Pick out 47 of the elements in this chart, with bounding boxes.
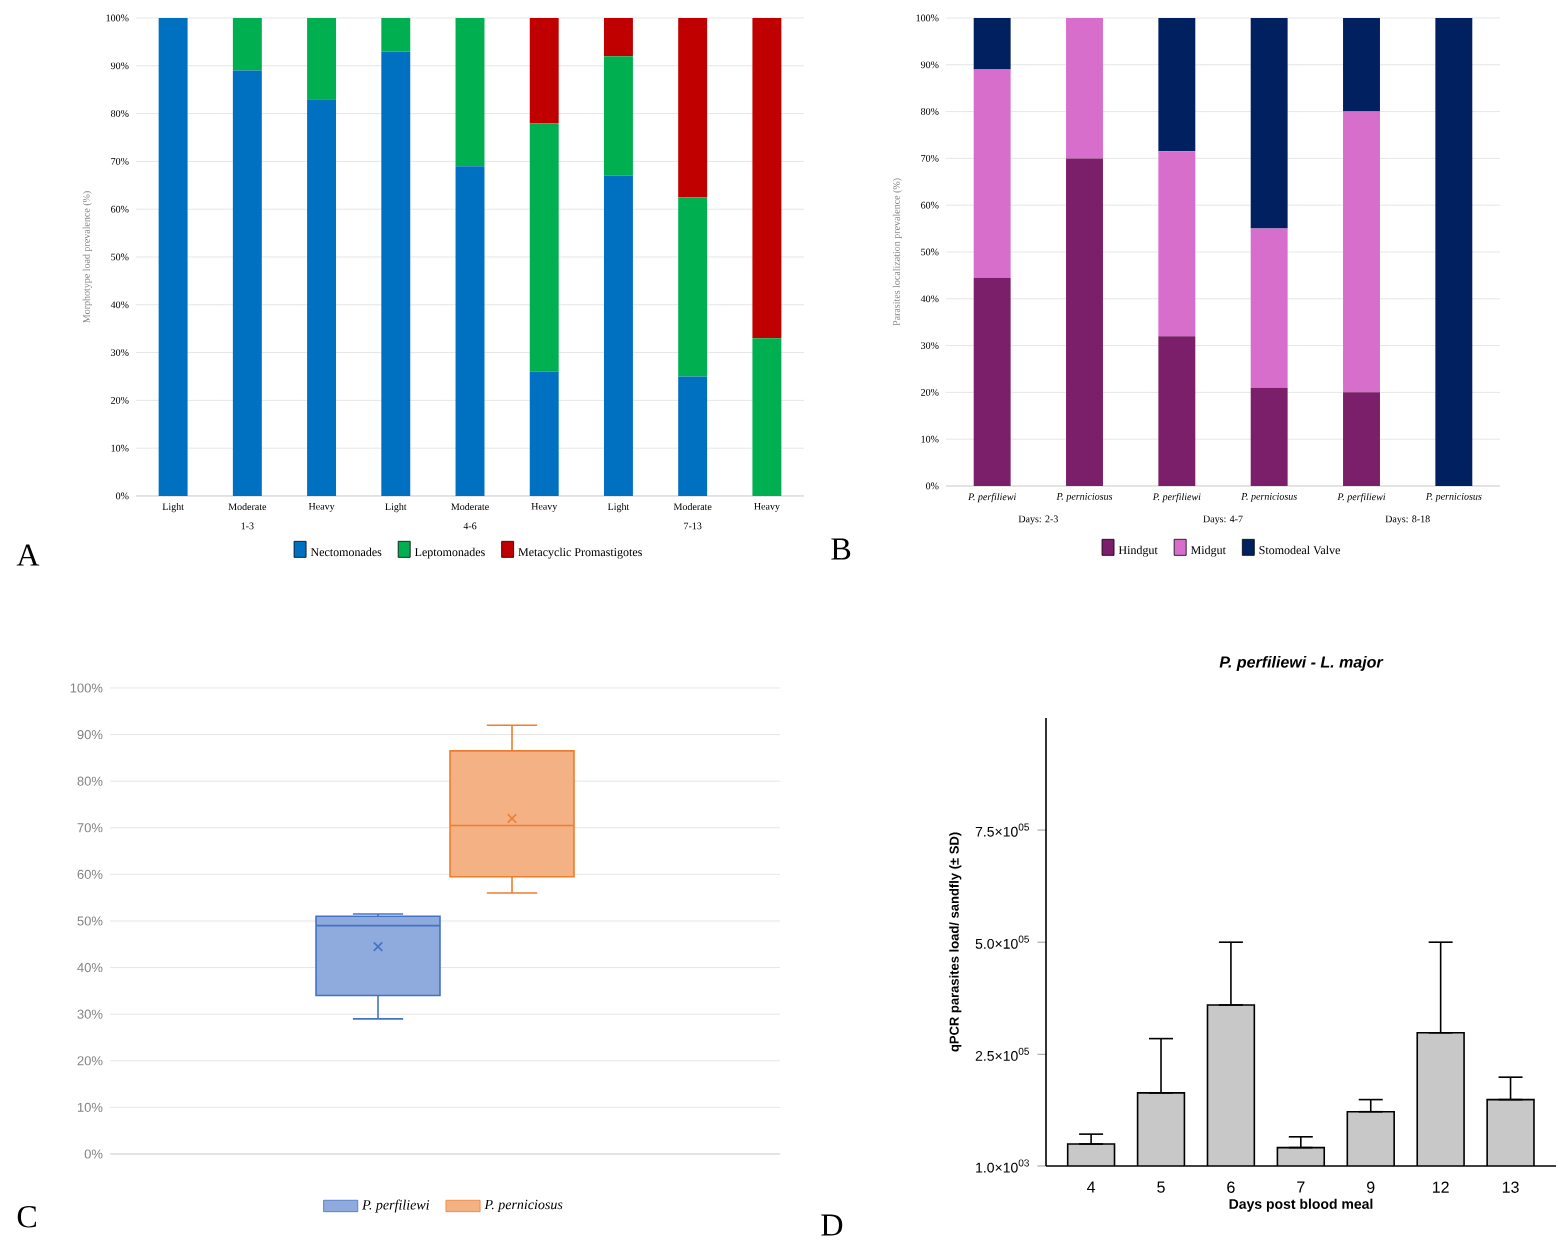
bar (973, 17, 1011, 70)
bar (529, 17, 559, 124)
x-tick-label: 7 (1297, 1181, 1305, 1193)
bar (1158, 17, 1196, 152)
bar (232, 70, 262, 496)
chart-title: P. perfiliewi - L. major (1219, 655, 1384, 671)
bar (307, 17, 337, 100)
bar (603, 175, 633, 496)
bar (973, 277, 1011, 486)
bar (1066, 158, 1103, 486)
bar (455, 17, 485, 167)
bar (973, 69, 1011, 278)
bar (455, 166, 485, 496)
bar (1250, 387, 1288, 486)
bar (529, 371, 559, 496)
bar (307, 99, 337, 496)
bar (158, 17, 188, 496)
bar (529, 123, 559, 372)
bar (678, 197, 708, 377)
bar (381, 17, 411, 52)
x-tick-label: 4 (1087, 1181, 1096, 1193)
bar (1066, 17, 1103, 159)
bar (603, 56, 633, 176)
bar (752, 17, 782, 339)
x-tick-label: 12 (1432, 1181, 1449, 1193)
x-tick-label: 5 (1157, 1181, 1165, 1193)
bar (752, 338, 782, 496)
x-tick-label: 13 (1502, 1181, 1519, 1193)
x-tick-label: 6 (1227, 1181, 1235, 1193)
text: B (831, 538, 851, 560)
bar (678, 376, 708, 496)
text: A (16, 544, 40, 566)
bar (1158, 336, 1196, 486)
text: D (821, 1214, 843, 1236)
bar (381, 51, 411, 496)
text: C (17, 1206, 36, 1228)
bar (232, 17, 262, 71)
bar (1250, 228, 1288, 388)
x-tick-label: 9 (1367, 1181, 1375, 1193)
bar (1343, 17, 1380, 112)
bar (603, 17, 633, 57)
bar (1343, 392, 1380, 486)
bar (1435, 17, 1473, 486)
bar (1158, 151, 1196, 337)
bar (678, 17, 708, 198)
bar (1343, 111, 1380, 393)
bar (1250, 17, 1288, 229)
